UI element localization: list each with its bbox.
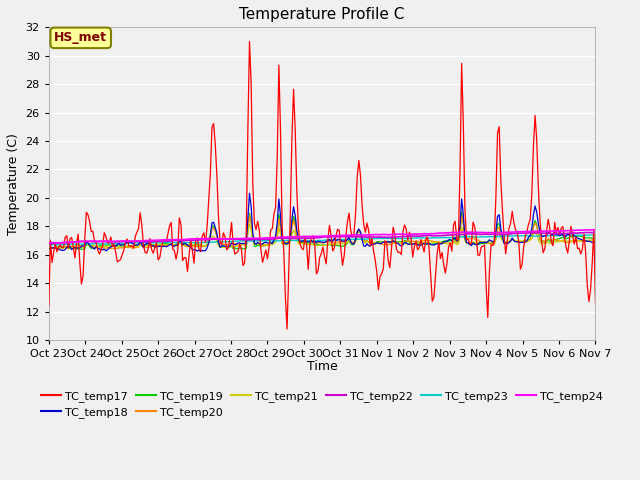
Y-axis label: Temperature (C): Temperature (C)	[7, 132, 20, 235]
Text: HS_met: HS_met	[54, 31, 108, 44]
Legend: TC_temp17, TC_temp18, TC_temp19, TC_temp20, TC_temp21, TC_temp22, TC_temp23, TC_: TC_temp17, TC_temp18, TC_temp19, TC_temp…	[36, 386, 608, 422]
Title: Temperature Profile C: Temperature Profile C	[239, 7, 405, 22]
X-axis label: Time: Time	[307, 360, 337, 373]
